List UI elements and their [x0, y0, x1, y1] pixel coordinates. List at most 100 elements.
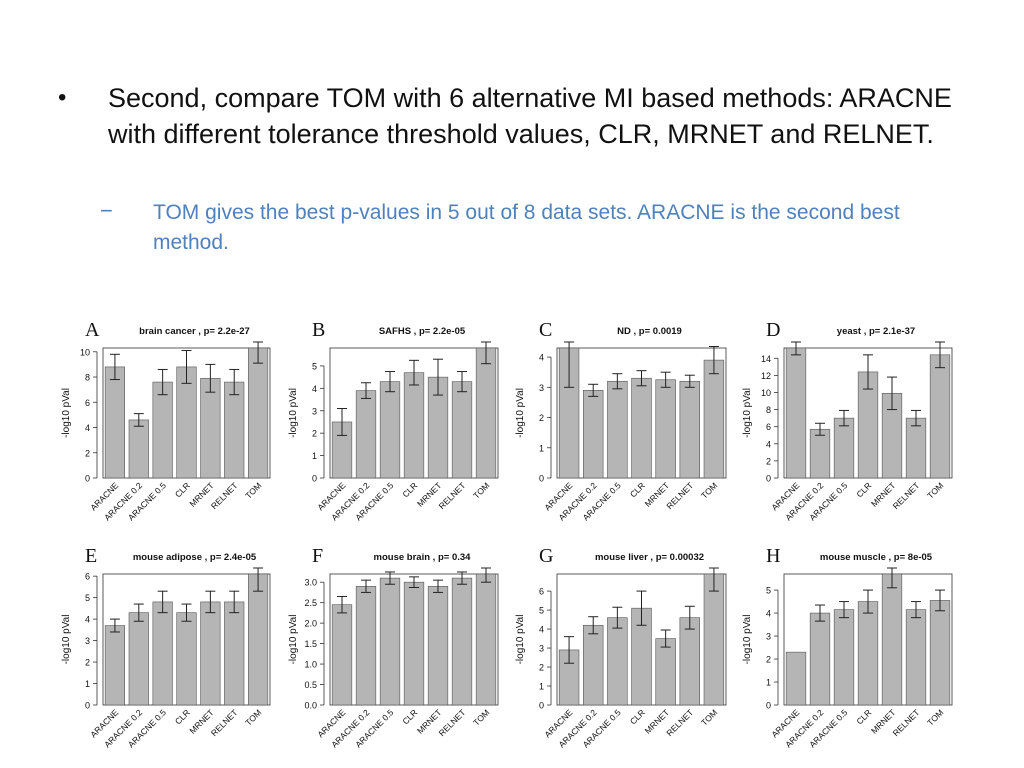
- bar: [833, 609, 855, 706]
- y-tick-label: 0: [312, 474, 317, 484]
- bar: [152, 381, 173, 479]
- chart-title: brain cancer , p= 2.2e-27: [139, 326, 250, 337]
- bar: [809, 428, 831, 479]
- sub-bullet-text: TOM gives the best p-values in 5 out of …: [153, 201, 900, 254]
- y-tick-label: 4: [85, 423, 90, 433]
- y-tick-label: 2: [85, 448, 90, 458]
- category-label: RELNET: [891, 480, 922, 511]
- y-tick-label: 6: [766, 422, 771, 432]
- panel-letter: C: [539, 319, 552, 341]
- y-tick-label: 2.5: [304, 598, 317, 608]
- y-tick-label: 10: [80, 347, 90, 357]
- chart-title: mouse liver , p= 0.00032: [595, 552, 704, 563]
- y-tick-label: 3: [85, 636, 90, 646]
- bar: [355, 390, 377, 479]
- bar: [379, 381, 401, 479]
- bar: [427, 585, 449, 706]
- category-label: TOM: [925, 480, 945, 500]
- y-tick-label: 6: [539, 587, 544, 597]
- bar: [583, 624, 604, 706]
- category-label: RELNET: [437, 480, 468, 511]
- bar: [703, 573, 725, 706]
- y-tick-label: 2: [539, 413, 544, 423]
- bar: [475, 573, 497, 706]
- bar: [703, 359, 725, 479]
- bar: [379, 577, 401, 706]
- y-tick-label: 4: [539, 625, 544, 635]
- y-tick-label: 6: [85, 398, 90, 408]
- category-label: TOM: [471, 707, 491, 727]
- y-tick-label: 8: [85, 373, 90, 383]
- y-tick-label: 14: [761, 354, 771, 364]
- chart-title: yeast , p= 2.1e-37: [837, 326, 915, 337]
- bar: [929, 600, 951, 706]
- y-axis-label: -log10 pVal: [742, 615, 753, 665]
- bar: [905, 417, 927, 479]
- bar: [833, 417, 855, 479]
- bar: [785, 651, 807, 706]
- category-label: TOM: [699, 480, 719, 500]
- bar: [128, 612, 149, 706]
- category-label: RELNET: [664, 480, 695, 511]
- y-tick-label: 0: [539, 701, 544, 711]
- category-label: CLR: [628, 480, 647, 499]
- y-tick-label: 12: [761, 371, 771, 381]
- chart-title: mouse adipose , p= 2.4e-05: [133, 552, 257, 563]
- y-axis-label: -log10 pVal: [61, 615, 72, 665]
- bar: [881, 573, 903, 706]
- bar: [200, 377, 221, 479]
- y-tick-label: 0.5: [304, 680, 317, 690]
- y-tick-label: 2: [766, 655, 771, 665]
- category-label: CLR: [173, 480, 192, 499]
- bar: [631, 377, 652, 479]
- category-label: RELNET: [891, 707, 922, 738]
- y-tick-label: 5: [539, 606, 544, 616]
- bar: [607, 617, 628, 706]
- y-tick-label: 10: [761, 388, 771, 398]
- bar: [607, 380, 628, 479]
- panel-letter: D: [766, 319, 780, 341]
- bar: [128, 419, 149, 479]
- bar: [200, 601, 221, 706]
- y-tick-label: 2: [766, 456, 771, 466]
- y-axis-label: -log10 pVal: [288, 388, 299, 438]
- y-tick-label: 1.5: [304, 639, 317, 649]
- y-tick-label: 2.0: [304, 619, 317, 629]
- category-label: RELNET: [209, 480, 240, 511]
- panel-letter: H: [766, 545, 780, 567]
- bar: [104, 625, 126, 706]
- category-label: TOM: [243, 707, 263, 727]
- y-tick-label: 3.0: [304, 578, 317, 588]
- bar: [403, 372, 425, 479]
- bar: [451, 577, 473, 706]
- bar: [247, 347, 269, 479]
- category-label: CLR: [854, 480, 873, 499]
- chart-panel-c: C ND , p= 0.0019-log10 pVal01234ARACNEARA…: [515, 319, 727, 522]
- y-tick-label: 3: [539, 383, 544, 393]
- sub-bullet-dash: −: [100, 198, 113, 223]
- bar: [224, 381, 245, 479]
- panel-letter: B: [312, 319, 325, 341]
- y-tick-label: 5: [766, 586, 771, 596]
- y-tick-label: 2: [312, 429, 317, 439]
- y-tick-label: 5: [85, 593, 90, 603]
- category-label: CLR: [173, 707, 192, 726]
- bar: [104, 366, 126, 479]
- bar: [809, 612, 831, 706]
- y-tick-label: 0: [85, 474, 90, 484]
- chart-title: mouse brain , p= 0.34: [374, 552, 472, 563]
- y-tick-label: 3: [312, 406, 317, 416]
- bar: [247, 573, 269, 706]
- chart-panel-b: B SAFHS , p= 2.2e-05-log10 pVal012345ARAC…: [288, 319, 499, 522]
- category-label: TOM: [471, 480, 491, 500]
- y-tick-label: 0: [539, 474, 544, 484]
- category-label: CLR: [400, 707, 419, 726]
- category-label: CLR: [400, 480, 419, 499]
- y-tick-label: 0: [85, 701, 90, 711]
